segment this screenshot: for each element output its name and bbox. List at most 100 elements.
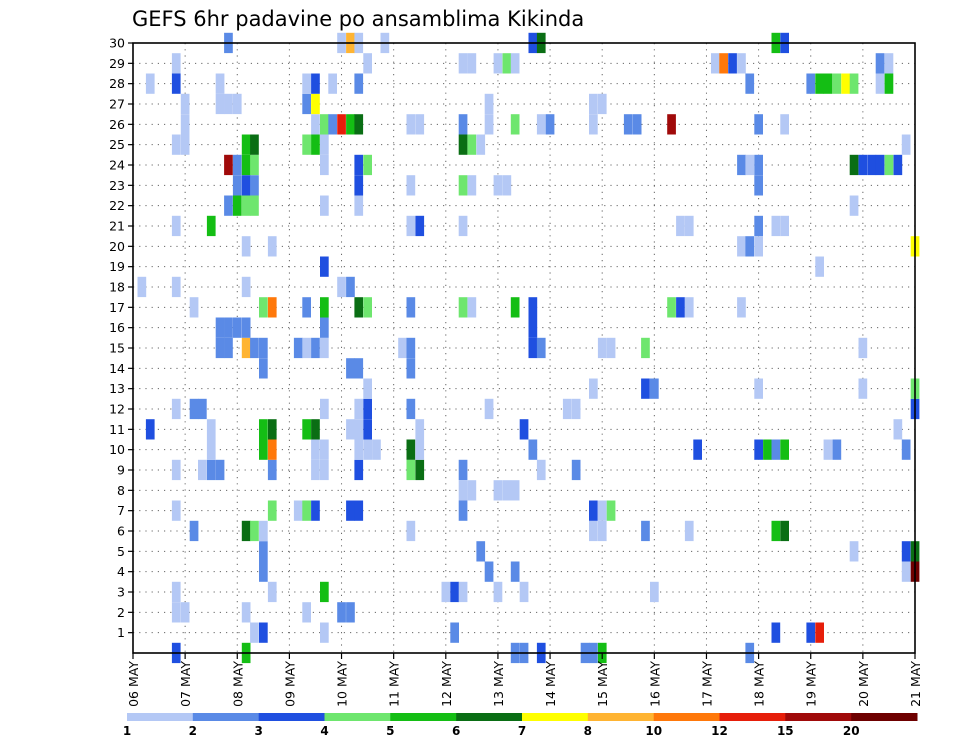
y-tick-label: 14 bbox=[109, 361, 125, 376]
heatmap-cell bbox=[363, 154, 372, 176]
heatmap-cell bbox=[467, 175, 477, 196]
heatmap-cell bbox=[589, 378, 598, 399]
heatmap-cell bbox=[363, 419, 372, 440]
x-tick-label: 08 MAY bbox=[230, 661, 245, 707]
y-tick-label: 13 bbox=[109, 381, 125, 396]
heatmap-cell bbox=[250, 520, 259, 542]
y-tick-label: 12 bbox=[109, 402, 125, 417]
legend-swatch bbox=[719, 713, 786, 721]
heatmap-cell bbox=[311, 459, 320, 481]
heatmap-cell bbox=[597, 500, 607, 521]
heatmap-cell bbox=[467, 297, 477, 318]
heatmap-cell bbox=[311, 439, 320, 460]
heatmap-cell bbox=[267, 419, 277, 440]
heatmap-cell bbox=[372, 439, 381, 460]
heatmap-cell bbox=[250, 195, 259, 216]
y-tick-label: 21 bbox=[109, 219, 125, 234]
heatmap-cell bbox=[632, 114, 642, 135]
color-legend: 1 2 3 4 5 6 7 8 10 12 15 20 bbox=[123, 713, 918, 738]
heatmap-cell bbox=[241, 276, 251, 298]
heatmap-cell bbox=[241, 602, 251, 623]
heatmap-cell bbox=[415, 439, 425, 460]
heatmap-cell bbox=[311, 134, 320, 155]
heatmap-cell bbox=[232, 195, 242, 216]
heatmap-cell bbox=[354, 398, 364, 420]
heatmap-cell bbox=[571, 398, 581, 420]
heatmap-cell bbox=[458, 114, 468, 135]
heatmap-cell bbox=[224, 337, 233, 359]
heatmap-cell bbox=[684, 297, 694, 318]
y-tick-label: 11 bbox=[109, 422, 125, 437]
heatmap-cell bbox=[684, 215, 694, 237]
heatmap-cell bbox=[771, 622, 781, 643]
heatmap-cell bbox=[884, 73, 894, 94]
heatmap-cell bbox=[589, 520, 598, 542]
heatmap-cell bbox=[232, 175, 242, 196]
heatmap-cell bbox=[641, 520, 650, 542]
heatmap-cell bbox=[320, 154, 329, 176]
heatmap-cell bbox=[311, 500, 320, 521]
heatmap-cell bbox=[510, 480, 520, 501]
heatmap-cell bbox=[267, 459, 277, 481]
y-tick-label: 27 bbox=[109, 97, 125, 112]
heatmap-cell bbox=[354, 459, 364, 481]
heatmap-cell bbox=[171, 73, 181, 94]
y-tick-label: 10 bbox=[109, 442, 125, 457]
heatmap-cell bbox=[354, 175, 364, 196]
heatmap-cell bbox=[415, 215, 425, 237]
y-tick-label: 23 bbox=[109, 178, 125, 193]
heatmap-cell bbox=[215, 93, 225, 115]
heatmap-cell bbox=[241, 337, 251, 359]
heatmap-cell bbox=[771, 215, 781, 237]
heatmap-cell bbox=[406, 459, 416, 481]
heatmap-cell bbox=[754, 378, 763, 399]
legend-swatch bbox=[258, 713, 325, 721]
heatmap-cell bbox=[745, 73, 755, 94]
heatmap-cell bbox=[320, 195, 329, 216]
heatmap-cell bbox=[806, 73, 816, 94]
heatmap-cell bbox=[354, 73, 364, 94]
heatmap-cell bbox=[406, 398, 416, 420]
heatmap-cell bbox=[406, 175, 416, 196]
x-tick-label: 20 MAY bbox=[856, 661, 871, 707]
y-tick-label: 18 bbox=[109, 280, 125, 295]
heatmap-cell bbox=[875, 53, 885, 74]
heatmap-cell bbox=[528, 297, 538, 318]
heatmap-cell bbox=[780, 520, 789, 542]
heatmap-cell bbox=[519, 419, 529, 440]
heatmap-cell bbox=[771, 439, 781, 460]
heatmap-cell bbox=[346, 358, 355, 379]
heatmap-cell bbox=[250, 337, 259, 359]
heatmap-cell bbox=[259, 297, 268, 318]
heatmap-cell bbox=[215, 459, 225, 481]
heatmap-cell bbox=[259, 439, 268, 460]
heatmap-cell bbox=[728, 53, 737, 74]
heatmap-cell bbox=[858, 337, 868, 359]
heatmap-cell bbox=[241, 175, 251, 196]
heatmap-cell bbox=[875, 154, 885, 176]
heatmap-cell bbox=[259, 419, 268, 440]
heatmap-cell bbox=[293, 500, 303, 521]
legend-label: 12 bbox=[711, 724, 728, 738]
legend-label: 7 bbox=[518, 724, 526, 738]
heatmap-cell bbox=[589, 114, 598, 135]
y-tick-label: 16 bbox=[109, 320, 125, 335]
y-tick-label: 2 bbox=[117, 605, 125, 620]
heatmap-cell bbox=[458, 134, 468, 155]
plot-area bbox=[132, 32, 920, 664]
y-axis: 1234567891011121314151617181920212223242… bbox=[109, 36, 133, 640]
heatmap-cell bbox=[346, 500, 355, 521]
heatmap-cell bbox=[450, 581, 459, 603]
heatmap-cell bbox=[536, 337, 546, 359]
heatmap-cell bbox=[320, 256, 329, 277]
legend-label: 15 bbox=[777, 724, 794, 738]
heatmap-cell bbox=[171, 53, 181, 74]
heatmap-cell bbox=[815, 73, 824, 94]
heatmap-cell bbox=[450, 622, 459, 643]
legend-label: 6 bbox=[452, 724, 460, 738]
y-tick-label: 5 bbox=[117, 544, 125, 559]
x-tick-label: 12 MAY bbox=[439, 661, 454, 707]
x-tick-label: 15 MAY bbox=[595, 661, 610, 707]
heatmap-cell bbox=[259, 520, 268, 542]
